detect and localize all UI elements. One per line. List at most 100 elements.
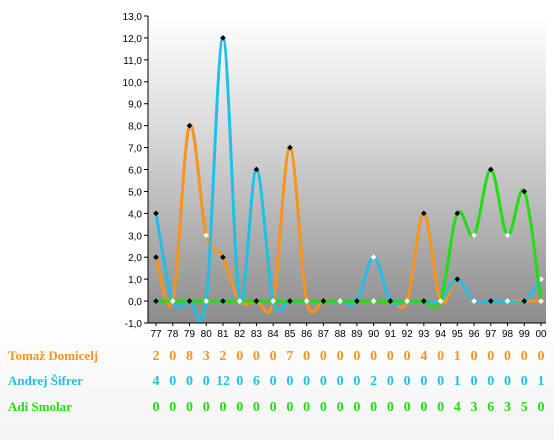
data-point bbox=[153, 298, 159, 304]
data-table-value: 0 bbox=[404, 400, 411, 415]
x-tick-label: 85 bbox=[284, 329, 296, 340]
x-tick-label: 84 bbox=[268, 329, 280, 340]
data-table-value: 0 bbox=[437, 349, 444, 364]
data-table-value: 0 bbox=[303, 400, 310, 415]
x-tick-label: 83 bbox=[251, 329, 263, 340]
data-point bbox=[236, 298, 243, 304]
y-tick-label: 3,0 bbox=[128, 231, 142, 242]
data-point bbox=[471, 232, 477, 239]
data-table-value: 0 bbox=[487, 349, 494, 364]
data-table-value: 0 bbox=[337, 349, 344, 364]
data-table-value: 0 bbox=[353, 374, 360, 389]
data-table-value: 4 bbox=[454, 400, 461, 415]
x-tick-label: 97 bbox=[485, 329, 497, 340]
data-point bbox=[287, 144, 293, 151]
data-point bbox=[303, 298, 310, 304]
data-table-value: 0 bbox=[236, 349, 243, 364]
data-point bbox=[169, 298, 176, 304]
data-table-value: 0 bbox=[320, 374, 327, 389]
y-tick-label: 2,0 bbox=[128, 253, 142, 264]
data-table-value: 0 bbox=[303, 349, 310, 364]
x-tick-label: 96 bbox=[468, 329, 480, 340]
data-table-value: 0 bbox=[387, 400, 394, 415]
data-table-value: 5 bbox=[521, 400, 528, 415]
data-table-value: 6 bbox=[253, 374, 260, 389]
data-point bbox=[203, 232, 210, 239]
series-name-label: Andrej Šifrer bbox=[8, 373, 83, 388]
data-table-value: 0 bbox=[253, 400, 260, 415]
data-table-value: 0 bbox=[387, 349, 394, 364]
y-tick-label: 12,0 bbox=[123, 34, 143, 45]
data-table-value: 0 bbox=[286, 400, 293, 415]
data-table-value: 0 bbox=[420, 400, 427, 415]
data-point bbox=[387, 298, 394, 304]
data-point bbox=[370, 298, 377, 304]
data-table-value: 1 bbox=[538, 374, 545, 389]
data-table-value: 0 bbox=[253, 349, 260, 364]
data-point bbox=[404, 298, 410, 304]
series-name-label: Tomaž Domicelj bbox=[8, 348, 98, 363]
data-table-value: 0 bbox=[169, 400, 176, 415]
data-table-value: 0 bbox=[270, 374, 277, 389]
data-point bbox=[521, 298, 528, 304]
x-tick-label: 93 bbox=[418, 329, 430, 340]
x-tick-label: 98 bbox=[502, 329, 514, 340]
x-tick-label: 92 bbox=[402, 329, 414, 340]
data-point bbox=[153, 210, 159, 217]
data-table-value: 1 bbox=[454, 374, 461, 389]
data-table: Tomaž Domicelj 2 0 8 3 2 0 0 0 7 0 0 0 0 0 0 0 4 0 1 0 0 0 0 0An… bbox=[8, 348, 545, 415]
x-tick-label: 81 bbox=[217, 329, 229, 340]
data-point bbox=[538, 298, 544, 304]
axes: -1,0 0,0 1,0 2,0 3,0 4,0 5,0 6,0 7,0 8,0 9,0 10,0 11… bbox=[123, 12, 547, 340]
data-table-value: 0 bbox=[370, 400, 377, 415]
x-tick-label: 88 bbox=[335, 329, 347, 340]
data-table-value: 0 bbox=[186, 374, 193, 389]
data-table-value: 3 bbox=[504, 400, 511, 415]
data-table-value: 0 bbox=[337, 374, 344, 389]
data-table-value: 0 bbox=[471, 349, 478, 364]
data-table-value: 0 bbox=[538, 400, 545, 415]
data-table-value: 12 bbox=[216, 374, 230, 389]
data-table-value: 0 bbox=[236, 400, 243, 415]
data-table-value: 3 bbox=[203, 349, 210, 364]
data-table-value: 0 bbox=[437, 374, 444, 389]
y-tick-label: 5,0 bbox=[128, 187, 142, 198]
y-tick-label: 6,0 bbox=[128, 166, 142, 177]
data-point bbox=[420, 210, 427, 217]
data-table-value: 0 bbox=[353, 400, 360, 415]
data-point bbox=[420, 298, 427, 304]
data-table-value: 0 bbox=[504, 349, 511, 364]
series-layer bbox=[153, 35, 544, 322]
x-tick-label: 86 bbox=[301, 329, 313, 340]
data-table-value: 0 bbox=[203, 374, 210, 389]
data-table-value: 0 bbox=[303, 374, 310, 389]
data-table-value: 0 bbox=[404, 349, 411, 364]
y-tick-label: 9,0 bbox=[128, 100, 142, 111]
data-table-value: 0 bbox=[487, 374, 494, 389]
data-point bbox=[454, 210, 461, 217]
x-tick-label: 00 bbox=[535, 329, 547, 340]
data-table-value: 4 bbox=[420, 349, 427, 364]
data-table-value: 0 bbox=[219, 400, 226, 415]
y-tick-label: 1,0 bbox=[128, 275, 142, 286]
y-tick-label: 0,0 bbox=[128, 297, 142, 308]
data-point bbox=[253, 166, 260, 173]
data-point bbox=[454, 276, 461, 282]
data-table-value: 0 bbox=[387, 374, 394, 389]
x-tick-label: 95 bbox=[452, 329, 464, 340]
data-table-value: 0 bbox=[153, 400, 160, 415]
data-table-value: 0 bbox=[169, 374, 176, 389]
data-table-value: 0 bbox=[236, 374, 243, 389]
data-point bbox=[220, 298, 226, 304]
data-table-value: 0 bbox=[538, 349, 545, 364]
data-table-row: Andrej Šifrer 4 0 0 0 12 0 6 0 0 0 0 0 0 2 0 0 0 0 1 0 0 0 0 1 bbox=[8, 373, 545, 389]
data-table-value: 0 bbox=[337, 400, 344, 415]
data-point bbox=[504, 232, 511, 239]
data-table-value: 0 bbox=[270, 400, 277, 415]
data-table-value: 0 bbox=[370, 349, 377, 364]
data-table-value: 0 bbox=[320, 349, 327, 364]
data-point bbox=[487, 166, 494, 173]
y-tick-label: 4,0 bbox=[128, 209, 142, 220]
x-tick-label: 99 bbox=[519, 329, 531, 340]
